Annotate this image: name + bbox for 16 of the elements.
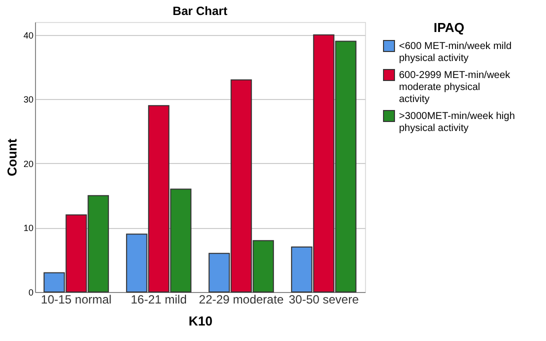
y-tick-label: 0 <box>28 288 34 298</box>
x-axis-title: K10 <box>188 314 212 328</box>
y-axis-title: Count <box>4 138 20 176</box>
legend-title: IPAQ <box>434 20 464 35</box>
y-tick-label: 40 <box>23 30 34 40</box>
chart-title: Bar Chart <box>172 4 228 18</box>
x-tick-label: 30-50 severe <box>288 292 360 306</box>
legend-label: <600 MET-min/week mild physical activity <box>399 41 512 64</box>
y-tick-label: 30 <box>23 94 34 105</box>
legend-label: 600-2999 MET-min/week moderate physical activity <box>399 70 512 105</box>
legend-label: >3000MET-min/week high physical activity <box>399 111 515 134</box>
x-tick-label: 10-15 normal <box>40 292 112 306</box>
y-tick-label: 20 <box>23 158 34 169</box>
x-tick-label: 16-21 mild <box>130 292 187 306</box>
y-tick-label: 10 <box>23 223 34 234</box>
x-tick-label: 22-29 moderate <box>198 292 284 306</box>
